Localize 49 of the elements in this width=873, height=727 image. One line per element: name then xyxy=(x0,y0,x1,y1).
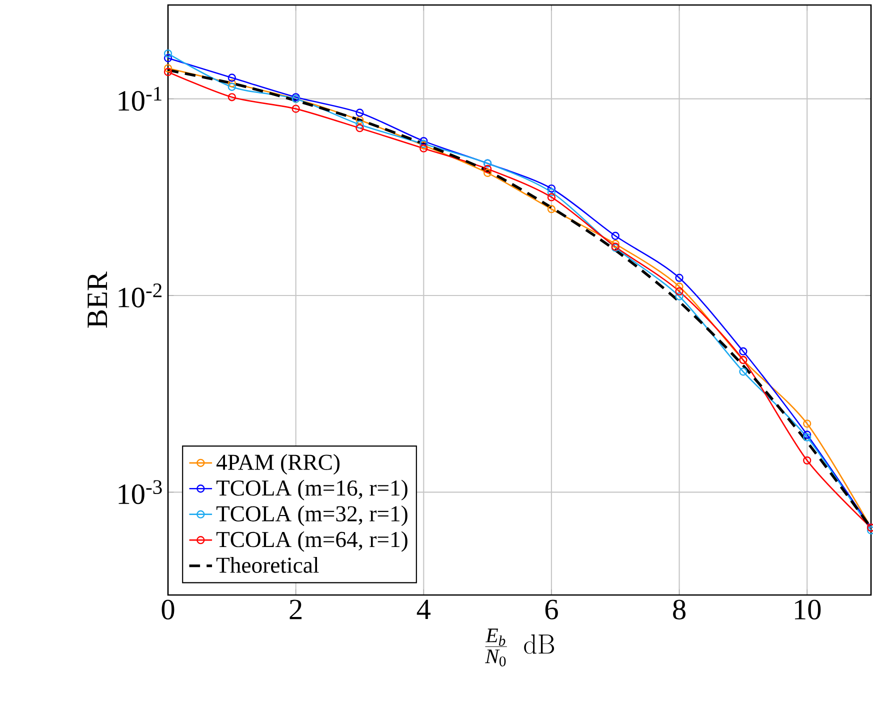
point xyxy=(164,54,172,62)
x-tick-label: 0 xyxy=(162,600,174,620)
point xyxy=(164,64,172,72)
x-tick-label: 8 xyxy=(673,600,686,620)
point xyxy=(803,456,812,464)
point xyxy=(483,164,492,174)
point xyxy=(803,420,812,428)
point xyxy=(547,193,556,202)
point xyxy=(356,124,364,132)
y-tick-label: 10$^{-3}$ xyxy=(118,480,162,504)
point xyxy=(164,49,172,58)
y-tick-label: 10$^{-2}$ xyxy=(118,284,162,308)
point xyxy=(803,433,812,442)
x-tick-label: 10 xyxy=(795,600,821,620)
point xyxy=(611,240,620,248)
point xyxy=(547,205,556,214)
point xyxy=(803,430,812,439)
point xyxy=(675,287,684,296)
point xyxy=(675,282,684,291)
point xyxy=(739,347,748,356)
point xyxy=(739,368,748,376)
legend-label: TCOLA (m=64, r=1) xyxy=(216,531,408,552)
point xyxy=(228,79,236,88)
point xyxy=(547,188,556,196)
y-tick-label: 10$^{-1}$ xyxy=(118,86,162,111)
point xyxy=(228,93,236,102)
point xyxy=(228,74,236,82)
point xyxy=(420,136,428,146)
y-axis-title: BER xyxy=(88,272,108,328)
x-tick-label: 6 xyxy=(545,600,558,620)
point xyxy=(675,274,684,282)
point xyxy=(356,120,364,129)
point xyxy=(547,184,556,193)
point xyxy=(228,82,236,91)
legend-label: TCOLA (m=32, r=1) xyxy=(216,505,408,526)
point xyxy=(356,116,364,124)
x-tick-label: 2 xyxy=(290,600,302,620)
legend-label: Theoretical xyxy=(216,556,319,573)
point xyxy=(420,144,428,152)
legend-label: TCOLA (m=16, r=1) xyxy=(216,480,408,500)
point xyxy=(356,108,364,117)
point xyxy=(611,232,620,240)
point xyxy=(483,168,492,178)
legend-label: 4PAM (RRC) xyxy=(216,454,340,475)
x-axis-title: $\frac{E_b}{N_0}\ \ \mathrm{dB}$ xyxy=(485,628,554,666)
x-tick-label: 4 xyxy=(416,600,431,620)
point xyxy=(164,68,172,76)
point xyxy=(675,292,684,300)
point xyxy=(292,104,300,113)
